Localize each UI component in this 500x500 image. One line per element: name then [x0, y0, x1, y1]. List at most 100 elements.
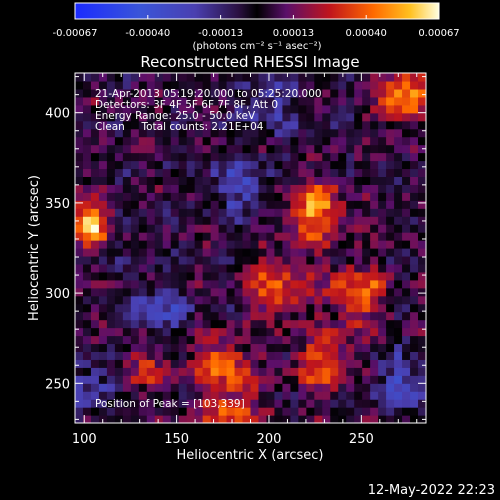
- heatmap-cell: [154, 224, 164, 233]
- heatmap-cell: [98, 303, 108, 313]
- heatmap-cell: [154, 311, 164, 321]
- heatmap-cell: [386, 104, 395, 114]
- heatmap-cell: [170, 271, 180, 281]
- heatmap-cell: [298, 383, 307, 392]
- heatmap-cell: [130, 343, 140, 352]
- heatmap-cell: [282, 144, 291, 154]
- heatmap-cell: [202, 319, 212, 329]
- heatmap-cell: [138, 359, 148, 368]
- heatmap-cell: [242, 136, 252, 146]
- heatmap-cell: [306, 311, 315, 321]
- heatmap-cell: [194, 399, 204, 408]
- heatmap-cell: [418, 375, 426, 384]
- heatmap-cell: [290, 303, 299, 313]
- heatmap-cell: [186, 399, 196, 408]
- heatmap-cell: [386, 367, 395, 376]
- heatmap-cell: [202, 255, 212, 265]
- heatmap-cell: [386, 271, 395, 281]
- heatmap-cell: [370, 184, 379, 193]
- heatmap-cell: [322, 287, 331, 297]
- heatmap-cell: [330, 343, 339, 352]
- heatmap-cell: [354, 88, 363, 98]
- heatmap-cell: [322, 88, 331, 98]
- heatmap-cell: [394, 255, 403, 265]
- heatmap-cell: [162, 152, 172, 162]
- heatmap-cell: [410, 375, 419, 384]
- heatmap-cell: [282, 232, 291, 241]
- heatmap-cell: [162, 263, 172, 273]
- heatmap-cell: [202, 200, 212, 209]
- heatmap-cell: [266, 311, 276, 321]
- heatmap-cell: [194, 311, 204, 321]
- heatmap-cell: [322, 311, 331, 321]
- heatmap-cell: [314, 128, 323, 138]
- heatmap-cell: [130, 375, 140, 384]
- heatmap-cell: [194, 295, 204, 305]
- heatmap-cell: [130, 303, 140, 313]
- heatmap-cell: [402, 88, 411, 98]
- heatmap-cell: [282, 351, 291, 360]
- heatmap-cell: [114, 391, 124, 400]
- heatmap-cell: [154, 144, 164, 154]
- heatmap-cell: [130, 216, 140, 225]
- heatmap-cell: [162, 176, 172, 185]
- heatmap-cell: [234, 359, 244, 368]
- heatmap-cell: [354, 144, 363, 154]
- heatmap-cell: [250, 200, 260, 209]
- heatmap-cell: [290, 311, 299, 321]
- heatmap-cell: [170, 391, 180, 400]
- heatmap-cell: [138, 335, 148, 345]
- heatmap-cell: [410, 120, 419, 130]
- heatmap-cell: [282, 168, 291, 177]
- heatmap-cell: [402, 311, 411, 321]
- heatmap-cell: [290, 248, 299, 257]
- heatmap-cell: [370, 327, 379, 337]
- heatmap-cell: [210, 287, 220, 297]
- heatmap-cell: [298, 200, 307, 209]
- heatmap-cell: [106, 279, 116, 289]
- heatmap-cell: [146, 415, 156, 423]
- heatmap-cell: [322, 104, 331, 114]
- heatmap-cell: [370, 200, 379, 209]
- heatmap-cell: [186, 192, 196, 201]
- heatmap-cell: [402, 415, 411, 423]
- heatmap-cell: [330, 367, 339, 376]
- heatmap-cell: [146, 359, 156, 368]
- heatmap-cell: [130, 287, 140, 297]
- heatmap-cell: [378, 248, 387, 257]
- heatmap-cell: [98, 224, 108, 233]
- heatmap-cell: [106, 383, 116, 392]
- heatmap-cell: [242, 343, 252, 352]
- heatmap-cell: [218, 375, 228, 384]
- heatmap-cell: [130, 144, 140, 154]
- heatmap-cell: [154, 88, 164, 98]
- heatmap-cell: [194, 152, 204, 162]
- heatmap-cell: [314, 232, 323, 241]
- heatmap-cell: [170, 359, 180, 368]
- heatmap-cell: [202, 144, 212, 154]
- heatmap-cell: [346, 343, 355, 352]
- heatmap-cell: [226, 359, 236, 368]
- heatmap-cell: [402, 255, 411, 265]
- heatmap-cell: [330, 120, 339, 130]
- heatmap-cell: [218, 240, 228, 249]
- heatmap-cell: [130, 200, 140, 209]
- heatmap-cell: [266, 255, 276, 265]
- heatmap-cell: [218, 399, 228, 408]
- heatmap-cell: [106, 208, 116, 217]
- heatmap-cell: [242, 319, 252, 329]
- heatmap-cell: [170, 192, 180, 201]
- heatmap-cell: [338, 375, 347, 384]
- heatmap-cell: [202, 295, 212, 305]
- heatmap-cell: [394, 335, 403, 345]
- heatmap-cell: [114, 200, 124, 209]
- heatmap-cell: [170, 327, 180, 337]
- heatmap-cell: [266, 88, 276, 98]
- heatmap-cell: [98, 232, 108, 241]
- heatmap-cell: [75, 136, 84, 146]
- heatmap-cell: [290, 415, 299, 423]
- heatmap-cell: [106, 88, 116, 98]
- heatmap-cell: [306, 271, 315, 281]
- heatmap-cell: [178, 152, 188, 162]
- heatmap-cell: [386, 80, 395, 90]
